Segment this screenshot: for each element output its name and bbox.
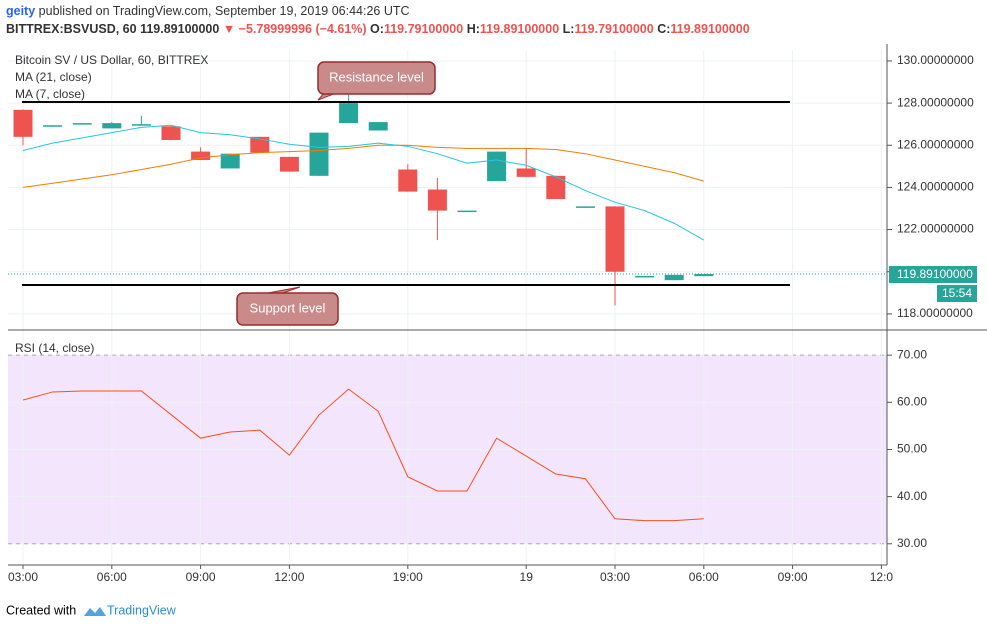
rsi-tick-label: 70.00 xyxy=(897,347,927,361)
candle-body xyxy=(13,109,33,137)
x-tick-label: 19:00 xyxy=(393,570,423,584)
y-tick-label: 130.00000000 xyxy=(897,53,974,67)
price: 119.89100000 xyxy=(140,22,219,36)
rsi-tick-label: 30.00 xyxy=(897,536,927,550)
rsi-tick-label: 40.00 xyxy=(897,489,927,503)
rsi-title: RSI (14, close) xyxy=(15,341,94,355)
x-tick-label: 06:00 xyxy=(97,570,127,584)
candle-body xyxy=(516,168,536,177)
callout-label: Support level xyxy=(250,300,326,315)
candle-body xyxy=(279,156,299,172)
ohlc-value: 119.89100000 xyxy=(670,22,749,36)
candle-body xyxy=(546,175,566,200)
footer-brand: TradingView xyxy=(107,603,177,617)
x-tick-label: 12:0 xyxy=(870,570,894,584)
symbol-line: BITTREX:BSVUSD, 60 119.89100000 ▼ −5.789… xyxy=(6,22,750,36)
x-tick-label: 03:00 xyxy=(8,570,38,584)
y-tick-label: 128.00000000 xyxy=(897,95,974,109)
overlay: Bitcoin SV / US Dollar, 60, BITTREX MA (… xyxy=(15,53,208,355)
y-tick-label: 122.00000000 xyxy=(897,222,974,236)
legend-entry: MA (21, close) xyxy=(15,70,92,84)
ohlc-label: H: xyxy=(467,22,480,36)
callout-label: Resistance level xyxy=(329,69,424,84)
x-tick-label: 09:00 xyxy=(186,570,216,584)
ohlc-value: 119.79100000 xyxy=(384,22,463,36)
logo xyxy=(84,607,106,616)
ohlc-label: C: xyxy=(657,22,670,36)
candle-body xyxy=(398,169,418,192)
published: published on TradingView.com, September … xyxy=(39,4,410,18)
x-tick-label: 12:00 xyxy=(274,570,304,584)
ohlc-value: 119.79100000 xyxy=(574,22,653,36)
candle-body xyxy=(161,126,181,140)
candle-body xyxy=(427,189,447,211)
rsi-line xyxy=(22,388,704,522)
candle-body xyxy=(457,210,477,213)
author: geity xyxy=(6,4,35,18)
last-price-box xyxy=(889,266,977,284)
countdown-label: 15:54 xyxy=(942,286,972,300)
last-price-label: 119.89100000 xyxy=(897,267,973,281)
x-tick-label: 19 xyxy=(520,570,534,584)
candle-body xyxy=(694,274,714,277)
rsi-tick-label: 60.00 xyxy=(897,394,927,408)
ma-line xyxy=(22,124,705,241)
candle-body xyxy=(43,125,63,127)
header-line: geity published on TradingView.com, Sept… xyxy=(6,4,410,18)
ohlc-value: 119.89100000 xyxy=(480,22,559,36)
candle-body xyxy=(635,275,655,278)
candle-body xyxy=(575,206,595,208)
candle-body xyxy=(339,103,359,124)
x-tick-label: 09:00 xyxy=(778,570,808,584)
candle-body xyxy=(131,124,151,126)
callout-box xyxy=(236,292,339,326)
rsi-tick-label: 50.00 xyxy=(897,442,927,456)
plot: Resistance level Support level 119.8910000… xyxy=(8,61,977,522)
countdown-box xyxy=(937,285,977,303)
candle-body xyxy=(191,151,211,161)
ohlc-label: L: xyxy=(563,22,575,36)
x-tick-label: 06:00 xyxy=(689,570,719,584)
change: ▼ −5.78999996 (−4.61%) xyxy=(223,22,367,36)
footer-text: Created with xyxy=(6,603,76,617)
y-tick-label: 124.00000000 xyxy=(897,180,974,194)
callout-box xyxy=(317,61,436,95)
pane-title: Bitcoin SV / US Dollar, 60, BITTREX xyxy=(15,53,208,67)
candle-body xyxy=(605,206,625,272)
legend-entry: MA (7, close) xyxy=(15,87,85,101)
candle-body xyxy=(664,274,684,281)
candle-body xyxy=(487,151,507,182)
candle-body xyxy=(309,132,329,176)
ohlc-label: O: xyxy=(370,22,384,36)
y-tick-label: 126.00000000 xyxy=(897,137,974,151)
x-tick-label: 03:00 xyxy=(600,570,630,584)
candle-body xyxy=(220,153,240,169)
grid: 118.00000000120.00000000122.00000000124.… xyxy=(8,44,987,584)
symbol: BITTREX:BSVUSD, 60 xyxy=(6,22,137,36)
candle-body xyxy=(368,122,388,131)
candle-body xyxy=(102,123,122,129)
candle-body xyxy=(250,136,270,153)
ma-line xyxy=(22,144,704,188)
y-tick-label: 118.00000000 xyxy=(897,306,973,320)
candle-body xyxy=(72,123,92,125)
